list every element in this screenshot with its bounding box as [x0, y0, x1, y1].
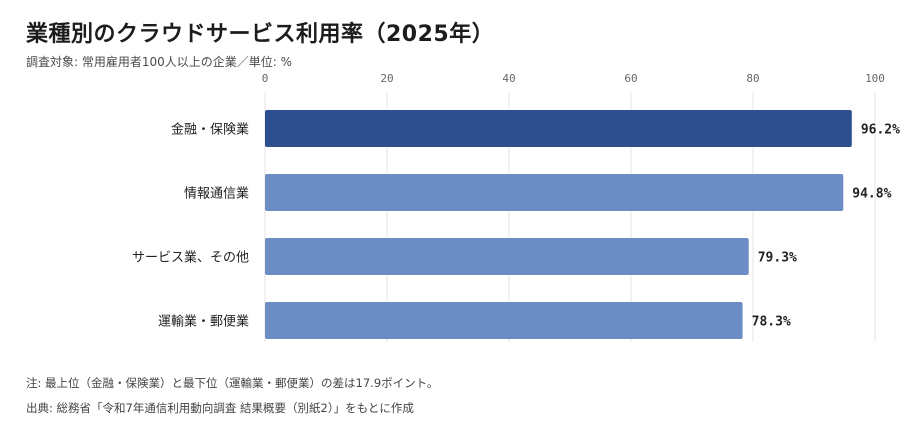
value-label: 94.8%	[852, 187, 891, 202]
x-tick-label: 20	[380, 72, 393, 85]
category-label: 運輸業・郵便業	[158, 314, 249, 330]
bar-chart: 0 20 40 60 80 100 金融・保険業情報通信業サービス業、その他運輸業・郵便業…	[132, 72, 900, 342]
chart-subtitle: 調査対象: 常用雇用者100人以上の企業／単位: %	[26, 55, 293, 69]
x-tick-label: 80	[746, 72, 759, 85]
x-tick-label: 100	[865, 72, 885, 85]
category-label: 金融・保険業	[171, 122, 249, 138]
value-label: 96.2%	[861, 123, 900, 138]
x-axis-ticks: 0 20 40 60 80 100	[262, 72, 885, 85]
bars	[265, 110, 852, 339]
chart-source: 出典: 総務省「令和7年通信利用動向調査 結果概要（別紙2）」をもとに作成	[26, 401, 414, 415]
value-labels: 96.2% 94.8% 79.3% 78.3%	[752, 123, 900, 330]
bar	[265, 110, 852, 147]
x-tick-label: 40	[502, 72, 515, 85]
x-tick-label: 60	[624, 72, 637, 85]
chart-note: 注: 最上位（金融・保険業）と最下位（運輸業・郵便業）の差は17.9ポイント。	[26, 376, 439, 390]
bar	[265, 174, 844, 211]
value-label: 79.3%	[758, 251, 797, 266]
x-tick-label: 0	[262, 72, 269, 85]
category-label: サービス業、その他	[132, 250, 249, 266]
bar	[265, 238, 749, 275]
bar	[265, 302, 743, 339]
value-label: 78.3%	[752, 315, 791, 330]
chart-title: 業種別のクラウドサービス利用率（2025年）	[26, 22, 495, 47]
category-label: 情報通信業	[184, 186, 249, 202]
